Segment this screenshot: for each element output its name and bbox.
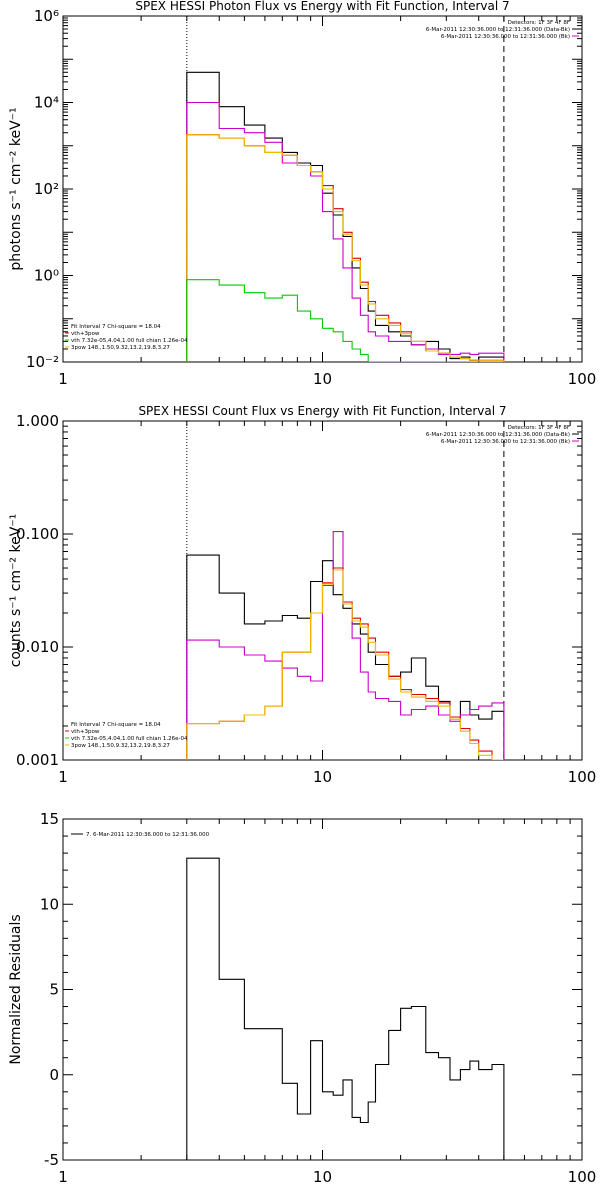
legend-entry: vth 7.32e-05,4.04,1.00 full chian 1.26e-… (71, 736, 188, 742)
y-axis-label: Normalized Residuals (8, 914, 24, 1064)
x-tick-label: 100 (568, 768, 597, 786)
legend-entry: 6-Mar-2011 12:30:36.000 to 12:31:36.000 … (441, 34, 570, 40)
x-tick-label: 1 (58, 370, 68, 388)
legend-entry: Detectors: 1F 3F 4F 8F (508, 20, 570, 26)
chart-title: SPEX HESSI Count Flux vs Energy with Fit… (138, 404, 506, 418)
chart-panel-2 (62, 420, 583, 761)
y-tick-label: 0.010 (16, 638, 59, 656)
y-tick-label: -5 (44, 1151, 59, 1169)
y-tick-label: 10 (40, 895, 59, 913)
series-line (186, 531, 505, 760)
series-line (186, 567, 504, 760)
y-tick-label: 10⁴ (34, 94, 59, 112)
legend-entry: Fit Interval 7 Chi-square = 18.04 (71, 722, 161, 728)
legend-entry: Detectors: 1F 3F 4F 8F (508, 425, 570, 431)
series-line (186, 857, 505, 1160)
legend-entry: vth+3pow (71, 729, 100, 735)
legend-entry: 6-Mar-2011 12:30:36.000 to 12:31:36.000 … (426, 432, 570, 438)
x-tick-label: 10 (313, 768, 332, 786)
legend-entry: 3pow 148.,1.50,9.32,13.2,19.8,3.27 (71, 743, 170, 749)
legend-entry: vth 7.32e-05,4.04,1.00 full chian 1.26e-… (71, 338, 188, 344)
x-tick-label: 10 (313, 370, 332, 388)
chart-panel-1 (62, 15, 583, 363)
y-tick-label: 10² (34, 180, 59, 198)
series-line (186, 134, 505, 362)
legend-entry: Fit Interval 7 Chi-square = 18.04 (71, 324, 161, 330)
x-tick-label: 100 (568, 1168, 597, 1186)
y-tick-label: 0 (49, 1066, 59, 1084)
x-tick-label: 1 (58, 768, 68, 786)
y-tick-label: 15 (40, 810, 59, 828)
y-tick-label: 10⁰ (34, 267, 59, 285)
y-axis-label: photons s⁻¹ cm⁻² keV⁻¹ (8, 107, 24, 270)
series-line (186, 554, 505, 760)
y-tick-label: 0.100 (16, 525, 59, 543)
y-axis-label: counts s⁻¹ cm⁻² keV⁻¹ (8, 514, 24, 668)
y-tick-label: 10⁶ (34, 7, 59, 25)
y-tick-label: 0.001 (16, 751, 59, 769)
legend-entry: vth+3pow (71, 331, 100, 337)
x-tick-label: 1 (58, 1168, 68, 1186)
legend-entry: 7. 6-Mar-2011 12:30:36.000 to 12:31:36.0… (86, 832, 210, 838)
y-tick-label: 10⁻² (26, 353, 59, 371)
y-tick-label: 5 (49, 981, 59, 999)
series-line (186, 569, 504, 760)
series-line (186, 134, 505, 362)
series-line (186, 279, 504, 362)
series-line (186, 101, 505, 362)
y-tick-label: 1.000 (16, 412, 59, 430)
legend-entry: 3pow 148.,1.50,9.32,13.2,19.8,3.27 (71, 345, 170, 351)
chart-panel-3 (62, 818, 583, 1161)
x-tick-label: 10 (313, 1168, 332, 1186)
legend-entry: 6-Mar-2011 12:30:36.000 to 12:31:36.000 … (441, 439, 570, 445)
series-line (186, 71, 505, 362)
x-tick-label: 100 (568, 370, 597, 388)
legend-entry: 6-Mar-2011 12:30:36.000 to 12:31:36.000 … (426, 27, 570, 33)
chart-title: SPEX HESSI Photon Flux vs Energy with Fi… (135, 0, 509, 13)
